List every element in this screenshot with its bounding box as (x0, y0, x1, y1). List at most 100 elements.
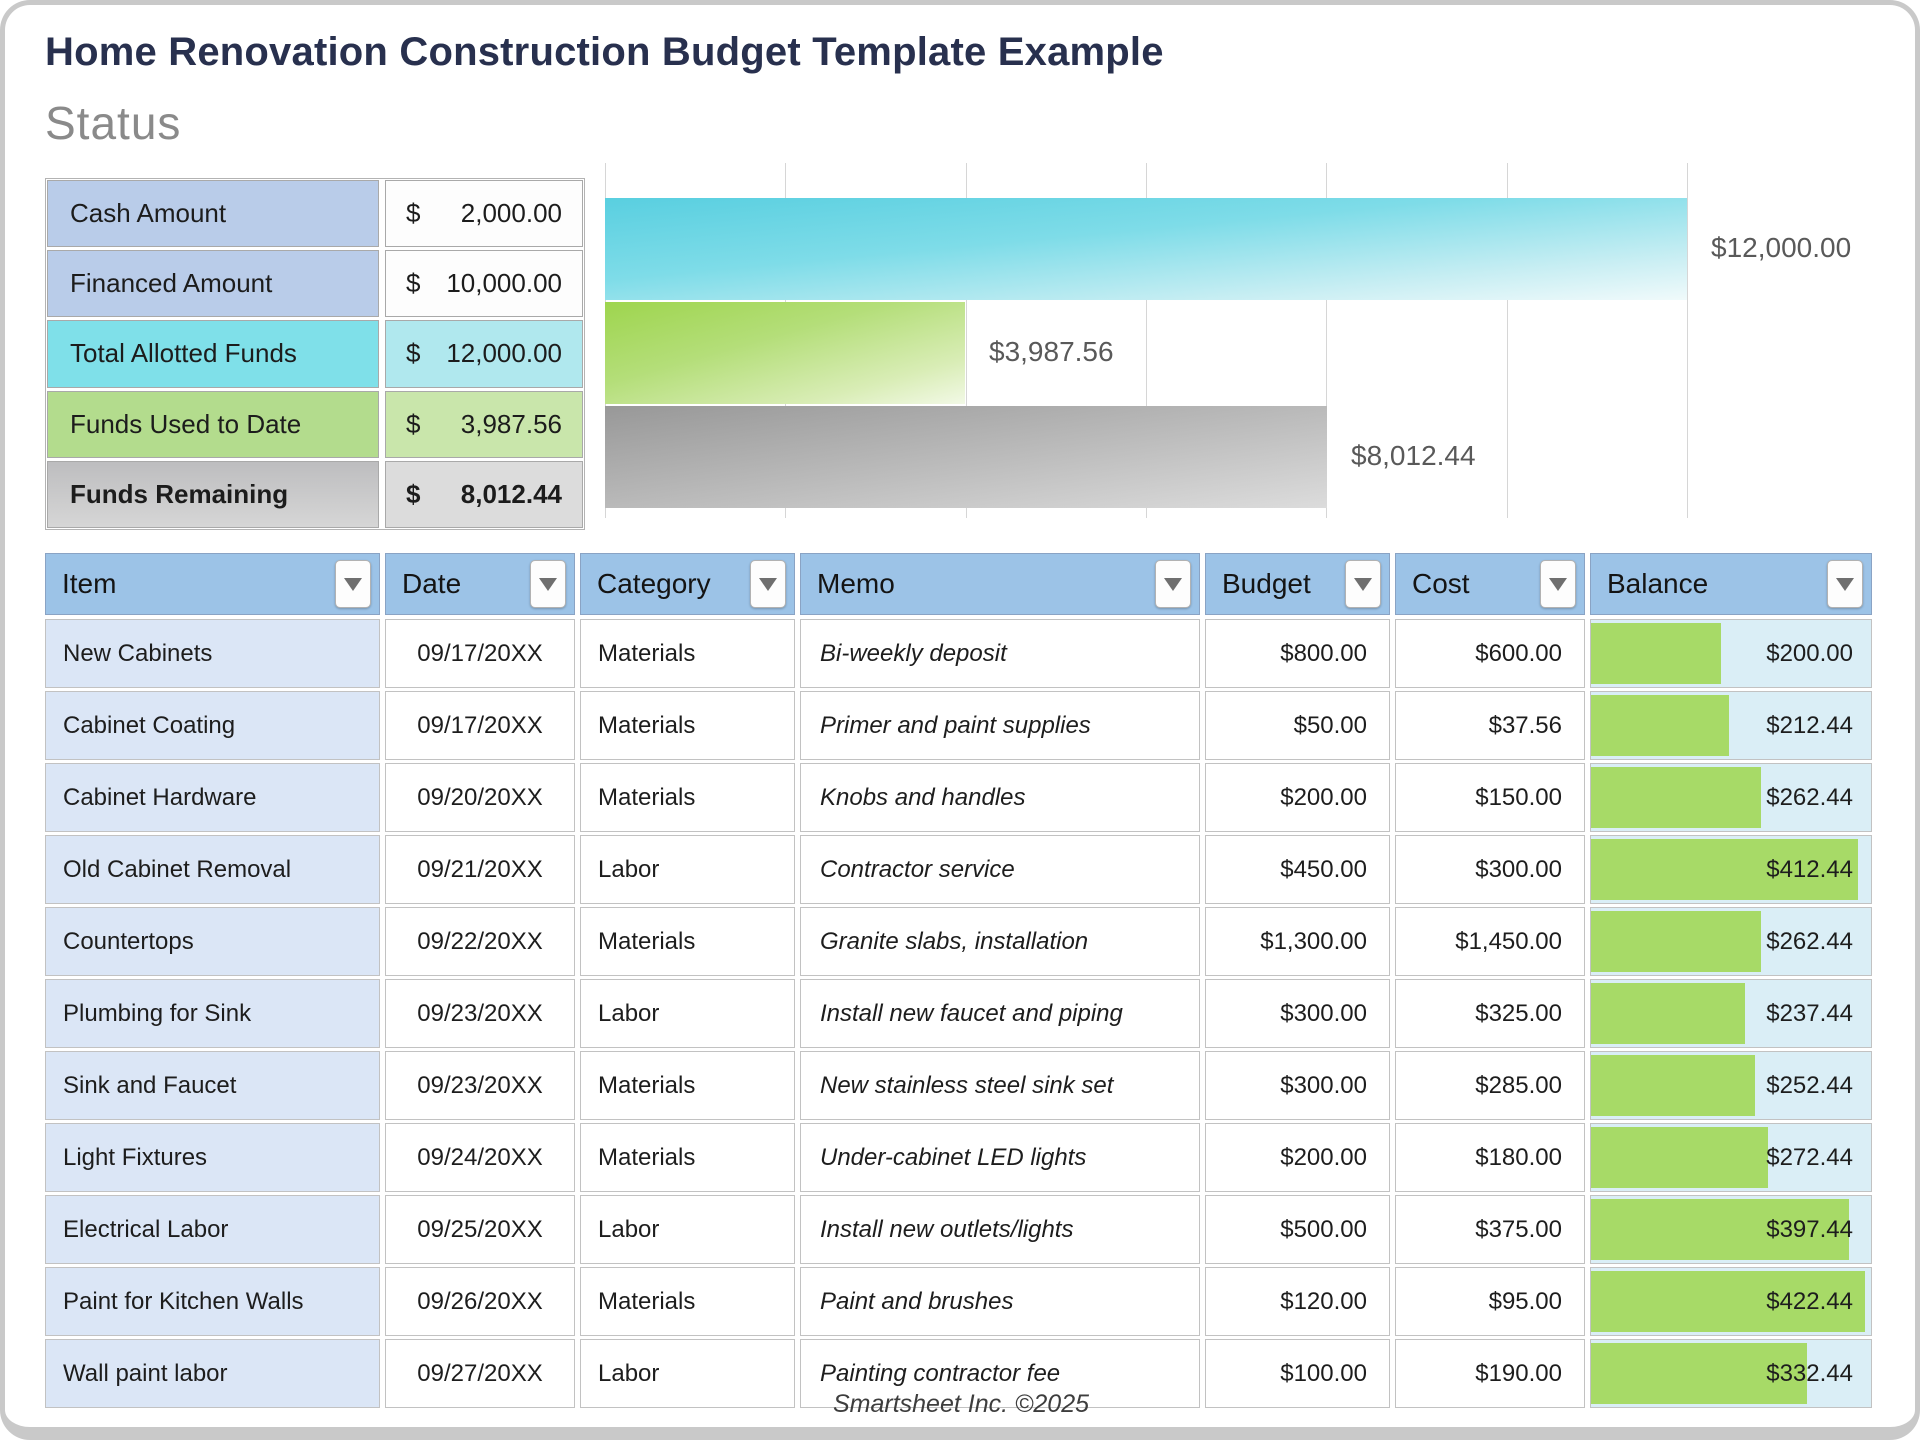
status-label[interactable]: Total Allotted Funds (47, 320, 379, 388)
cell-budget[interactable]: $1,300.00 (1205, 907, 1390, 976)
cell-item[interactable]: Wall paint labor (45, 1339, 380, 1408)
cell-budget[interactable]: $800.00 (1205, 619, 1390, 688)
cell-memo[interactable]: Primer and paint supplies (800, 691, 1200, 760)
cell-cost[interactable]: $150.00 (1395, 763, 1585, 832)
filter-dropdown-button[interactable] (750, 560, 786, 608)
chart-gridline (1326, 163, 1327, 518)
status-value-cell[interactable]: $10,000.00 (385, 250, 583, 318)
status-value-cell[interactable]: $3,987.56 (385, 390, 583, 458)
status-label[interactable]: Financed Amount (47, 250, 379, 318)
cell-cost[interactable]: $1,450.00 (1395, 907, 1585, 976)
cell-balance[interactable]: $262.44 (1590, 763, 1872, 832)
cell-budget[interactable]: $120.00 (1205, 1267, 1390, 1336)
cell-date[interactable]: 09/21/20XX (385, 835, 575, 904)
cell-cost[interactable]: $180.00 (1395, 1123, 1585, 1192)
status-label[interactable]: Cash Amount (47, 180, 379, 248)
filter-dropdown-button[interactable] (1345, 560, 1381, 608)
cell-item[interactable]: Plumbing for Sink (45, 979, 380, 1048)
cell-balance[interactable]: $412.44 (1590, 835, 1872, 904)
status-amount: 10,000.00 (446, 268, 562, 299)
cell-cost[interactable]: $37.56 (1395, 691, 1585, 760)
cell-cost[interactable]: $375.00 (1395, 1195, 1585, 1264)
column-header-memo: Memo (800, 553, 1200, 615)
filter-dropdown-button[interactable] (1827, 560, 1863, 608)
cell-date[interactable]: 09/20/20XX (385, 763, 575, 832)
cell-item[interactable]: Light Fixtures (45, 1123, 380, 1192)
cell-memo[interactable]: Install new faucet and piping (800, 979, 1200, 1048)
cell-balance[interactable]: $272.44 (1590, 1123, 1872, 1192)
cell-category[interactable]: Materials (580, 907, 795, 976)
cell-cost[interactable]: $285.00 (1395, 1051, 1585, 1120)
filter-dropdown-button[interactable] (1155, 560, 1191, 608)
cell-memo[interactable]: Bi-weekly deposit (800, 619, 1200, 688)
cell-budget[interactable]: $100.00 (1205, 1339, 1390, 1408)
cell-cost[interactable]: $95.00 (1395, 1267, 1585, 1336)
cell-memo[interactable]: Contractor service (800, 835, 1200, 904)
cell-memo[interactable]: Knobs and handles (800, 763, 1200, 832)
cell-date[interactable]: 09/25/20XX (385, 1195, 575, 1264)
cell-date[interactable]: 09/17/20XX (385, 619, 575, 688)
cell-budget[interactable]: $450.00 (1205, 835, 1390, 904)
cell-memo[interactable]: New stainless steel sink set (800, 1051, 1200, 1120)
cell-balance[interactable]: $397.44 (1590, 1195, 1872, 1264)
cell-budget[interactable]: $50.00 (1205, 691, 1390, 760)
status-label[interactable]: Funds Used to Date (47, 390, 379, 458)
cell-category[interactable]: Materials (580, 691, 795, 760)
cell-cost[interactable]: $300.00 (1395, 835, 1585, 904)
cell-budget[interactable]: $200.00 (1205, 1123, 1390, 1192)
cell-budget[interactable]: $300.00 (1205, 1051, 1390, 1120)
status-column-gutter (379, 180, 385, 248)
cell-category[interactable]: Materials (580, 619, 795, 688)
status-value-cell[interactable]: $12,000.00 (385, 320, 583, 388)
cell-category[interactable]: Materials (580, 1051, 795, 1120)
cell-budget[interactable]: $300.00 (1205, 979, 1390, 1048)
cell-category[interactable]: Labor (580, 979, 795, 1048)
filter-dropdown-button[interactable] (335, 560, 371, 608)
status-value-cell[interactable]: $2,000.00 (385, 180, 583, 248)
cell-budget[interactable]: $500.00 (1205, 1195, 1390, 1264)
cell-date[interactable]: 09/23/20XX (385, 1051, 575, 1120)
cell-balance[interactable]: $262.44 (1590, 907, 1872, 976)
cell-memo[interactable]: Under-cabinet LED lights (800, 1123, 1200, 1192)
cell-cost[interactable]: $325.00 (1395, 979, 1585, 1048)
cell-balance[interactable]: $200.00 (1590, 619, 1872, 688)
status-label[interactable]: Funds Remaining (47, 460, 379, 528)
cell-item[interactable]: Countertops (45, 907, 380, 976)
cell-balance[interactable]: $237.44 (1590, 979, 1872, 1048)
cell-date[interactable]: 09/26/20XX (385, 1267, 575, 1336)
balance-data-bar (1591, 1271, 1865, 1332)
cell-category[interactable]: Materials (580, 1267, 795, 1336)
cell-balance[interactable]: $252.44 (1590, 1051, 1872, 1120)
cell-budget[interactable]: $200.00 (1205, 763, 1390, 832)
cell-memo[interactable]: Granite slabs, installation (800, 907, 1200, 976)
cell-date[interactable]: 09/27/20XX (385, 1339, 575, 1408)
cell-memo[interactable]: Painting contractor fee (800, 1339, 1200, 1408)
cell-category[interactable]: Materials (580, 1123, 795, 1192)
cell-item[interactable]: Cabinet Hardware (45, 763, 380, 832)
cell-cost[interactable]: $190.00 (1395, 1339, 1585, 1408)
cell-item[interactable]: Paint for Kitchen Walls (45, 1267, 380, 1336)
cell-category[interactable]: Labor (580, 1195, 795, 1264)
cell-item[interactable]: Electrical Labor (45, 1195, 380, 1264)
cell-cost[interactable]: $600.00 (1395, 619, 1585, 688)
cell-date[interactable]: 09/22/20XX (385, 907, 575, 976)
filter-dropdown-button[interactable] (1540, 560, 1576, 608)
cell-date[interactable]: 09/23/20XX (385, 979, 575, 1048)
cell-date[interactable]: 09/17/20XX (385, 691, 575, 760)
chart-bar-value-label: $12,000.00 (1711, 232, 1852, 263)
cell-item[interactable]: Sink and Faucet (45, 1051, 380, 1120)
status-value-cell[interactable]: $8,012.44 (385, 460, 583, 528)
cell-balance[interactable]: $212.44 (1590, 691, 1872, 760)
cell-item[interactable]: Old Cabinet Removal (45, 835, 380, 904)
cell-category[interactable]: Labor (580, 1339, 795, 1408)
cell-memo[interactable]: Paint and brushes (800, 1267, 1200, 1336)
cell-category[interactable]: Materials (580, 763, 795, 832)
cell-category[interactable]: Labor (580, 835, 795, 904)
cell-balance[interactable]: $422.44 (1590, 1267, 1872, 1336)
cell-memo[interactable]: Install new outlets/lights (800, 1195, 1200, 1264)
cell-date[interactable]: 09/24/20XX (385, 1123, 575, 1192)
cell-balance[interactable]: $332.44 (1590, 1339, 1872, 1408)
cell-item[interactable]: Cabinet Coating (45, 691, 380, 760)
cell-item[interactable]: New Cabinets (45, 619, 380, 688)
filter-dropdown-button[interactable] (530, 560, 566, 608)
